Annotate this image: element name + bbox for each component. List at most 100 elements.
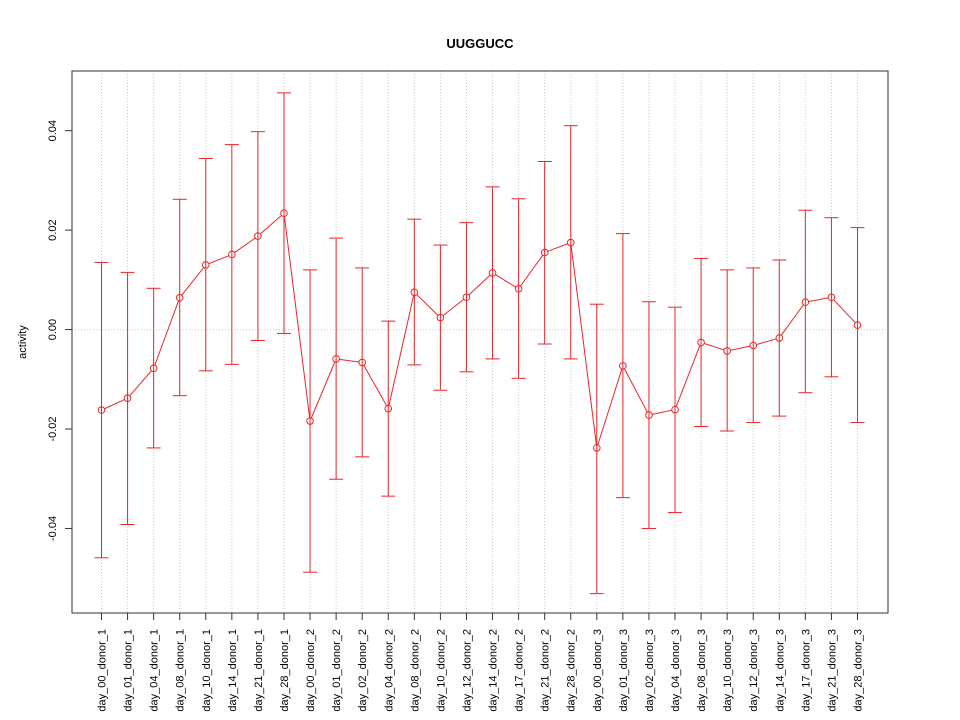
x-tick-label: day_01_donor_3 (618, 629, 630, 712)
series-line-segment (129, 370, 152, 397)
x-tick-label: day_04_donor_3 (670, 629, 682, 712)
data-point (671, 405, 679, 414)
series-line-segment (104, 399, 125, 410)
y-tick-label: -0.02 (47, 416, 59, 441)
y-tick-label: 0.04 (47, 120, 59, 141)
series-line-segment (495, 274, 517, 288)
x-tick-label: day_12_donor_2 (461, 629, 473, 712)
series-line-segment (339, 358, 359, 363)
data-point (149, 364, 158, 373)
data-point (410, 288, 419, 297)
x-tick-label: day_04_donor_1 (149, 629, 161, 712)
series-line-segment (833, 299, 856, 324)
data-point (593, 444, 601, 452)
x-tick-label: day_10_donor_3 (722, 629, 734, 712)
chart-title: UUGGUCC (446, 36, 514, 51)
data-point (384, 404, 393, 413)
x-tick-label: day_08_donor_3 (696, 629, 708, 712)
series-line-segment (597, 368, 623, 445)
series-line-segment (154, 300, 180, 366)
data-point (827, 293, 836, 302)
x-tick-label: day_01_donor_2 (331, 629, 343, 712)
series-line-segment (208, 255, 229, 265)
data-point (749, 341, 758, 350)
series-line-segment (623, 368, 648, 413)
series-line-segment (388, 295, 415, 406)
series-line-segment (547, 243, 568, 252)
x-tick-label: day_21_donor_1 (253, 629, 265, 712)
data-point (462, 293, 471, 302)
y-tick-label: -0.04 (47, 516, 59, 541)
series-line-segment (260, 215, 282, 235)
series-line-segment (675, 345, 701, 407)
series-line-segment (520, 254, 544, 287)
series-line-segment (363, 365, 388, 407)
data-point (280, 209, 288, 218)
data-point (645, 411, 653, 419)
data-point (306, 417, 314, 425)
x-tick-label: day_04_donor_2 (383, 629, 395, 712)
x-tick-label: day_01_donor_1 (123, 629, 135, 712)
x-tick-label: day_02_donor_2 (357, 629, 369, 712)
x-tick-label: day_00_donor_1 (97, 629, 109, 712)
x-tick-label: day_17_donor_3 (800, 629, 812, 712)
y-tick-label: 0.02 (47, 219, 59, 240)
series-line-segment (234, 237, 256, 253)
x-axis: day_00_donor_1 day_01_donor_1 day_04_donor… (97, 612, 865, 712)
data-point (540, 248, 549, 257)
data-point (332, 355, 340, 363)
series-line-segment (756, 338, 777, 346)
x-tick-label: day_02_donor_3 (644, 629, 656, 712)
series-line-segment (442, 298, 465, 316)
data-point (801, 298, 810, 307)
x-tick-label: day_14_donor_1 (227, 629, 239, 712)
series-line-segment (416, 294, 439, 316)
series-line-segment (730, 345, 751, 351)
x-tick-label: day_14_donor_2 (488, 629, 500, 712)
x-tick-label: day_21_donor_2 (540, 629, 552, 712)
x-tick-label: day_28_donor_1 (279, 629, 291, 712)
x-tick-label: day_00_donor_3 (592, 629, 604, 712)
x-tick-label: day_14_donor_3 (774, 629, 786, 712)
data-point (488, 269, 497, 277)
data-point (228, 250, 236, 259)
x-tick-label: day_28_donor_3 (853, 629, 865, 712)
data-point (254, 232, 262, 240)
series-line-segment (570, 245, 597, 445)
series-line-segment (808, 297, 829, 303)
series-activity (97, 209, 862, 452)
x-tick-label: day_17_donor_2 (514, 629, 526, 712)
data-point (358, 358, 366, 367)
series-line-segment (310, 361, 336, 419)
y-tick-label: 0.00 (47, 319, 59, 340)
x-tick-label: day_28_donor_2 (566, 629, 578, 712)
x-tick-label: day_12_donor_3 (748, 629, 760, 712)
x-tick-label: day_10_donor_2 (435, 629, 447, 712)
data-point (853, 321, 862, 329)
data-point (723, 347, 731, 355)
series-line-segment (181, 267, 205, 296)
x-tick-label: day_08_donor_2 (409, 629, 421, 712)
series-line-segment (468, 274, 491, 296)
series-line-segment (704, 343, 725, 351)
error-bars (94, 92, 865, 595)
series-line-segment (652, 409, 672, 415)
y-axis: -0.04 -0.02 0.00 0.02 0.04 (47, 120, 73, 541)
data-point (201, 261, 210, 269)
series-line-segment (283, 216, 311, 418)
x-tick-label: day_00_donor_2 (305, 629, 317, 712)
data-point (566, 238, 575, 247)
x-tick-label: day_10_donor_1 (201, 629, 213, 712)
x-tick-label: day_08_donor_1 (175, 629, 187, 712)
x-tick-label: day_21_donor_3 (826, 629, 838, 712)
data-point (619, 362, 627, 370)
data-point (775, 334, 784, 342)
data-point (175, 293, 184, 302)
data-point (514, 284, 523, 293)
series-line-segment (780, 304, 804, 336)
plot-area-border (71, 70, 889, 614)
y-axis-label: activity (17, 325, 29, 359)
data-point (697, 338, 705, 347)
data-point (123, 394, 132, 402)
